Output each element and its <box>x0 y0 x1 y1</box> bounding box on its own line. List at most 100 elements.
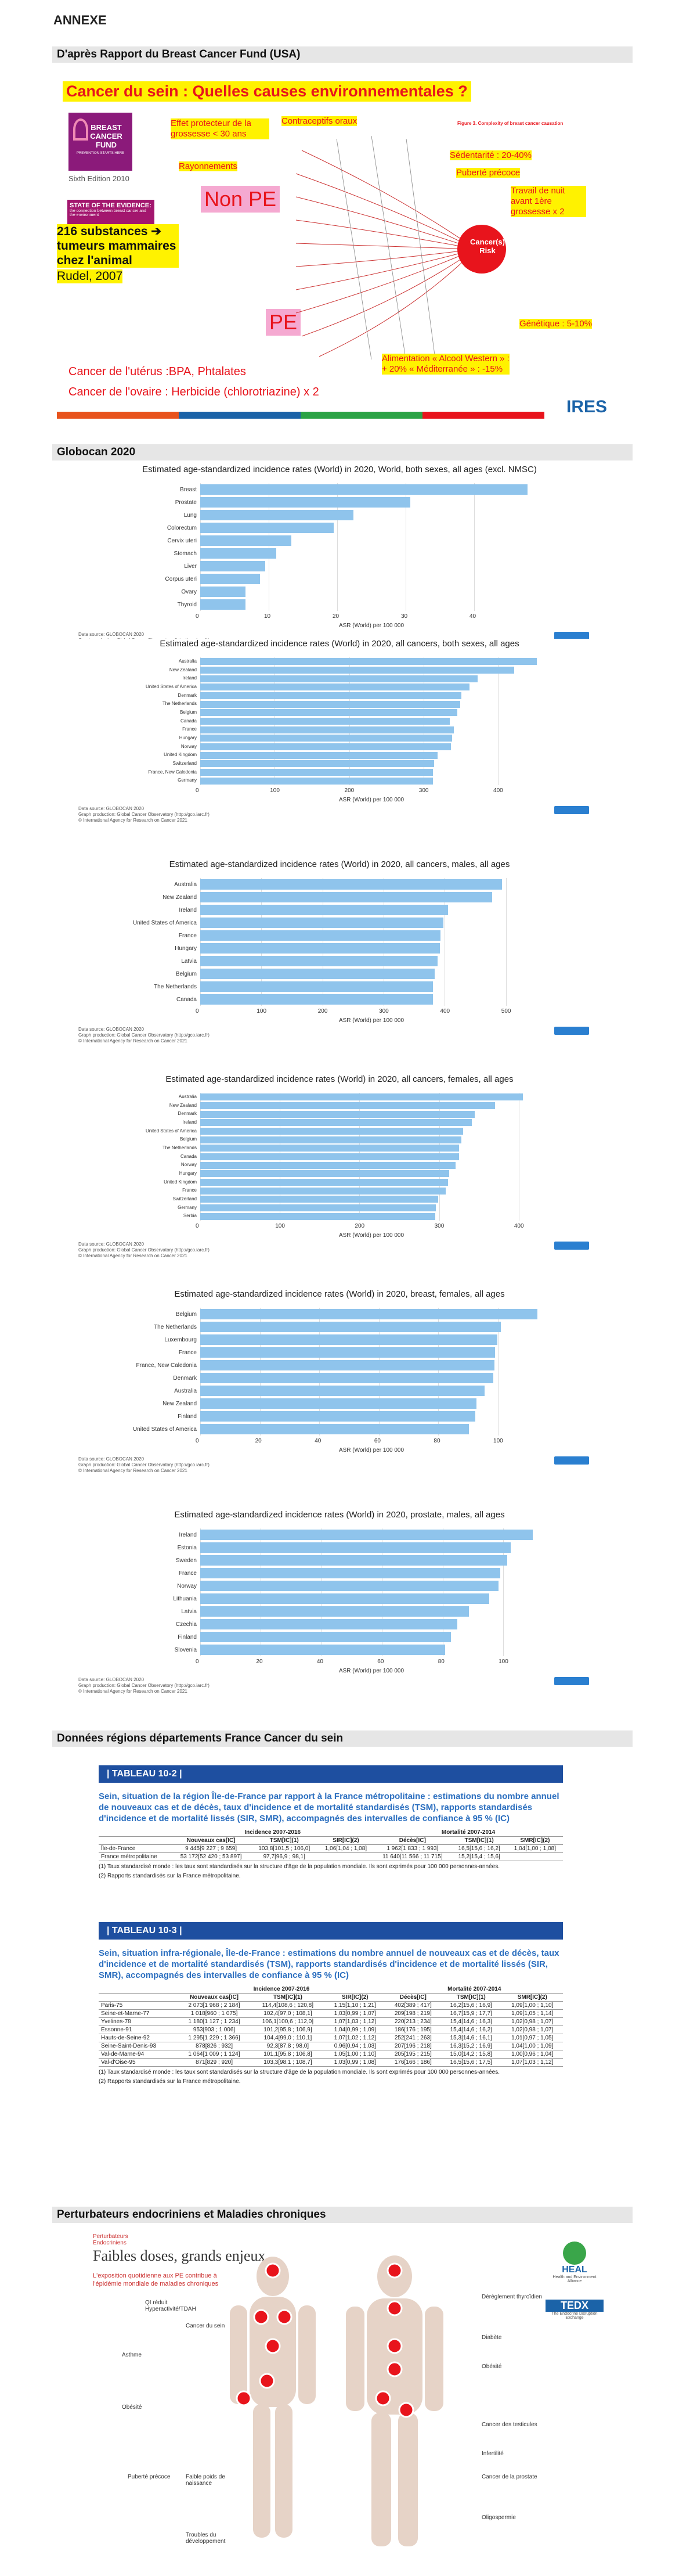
bar-category-label: United Kingdom <box>164 752 197 758</box>
poster-title: Cancer du sein : Quelles causes environn… <box>63 81 471 102</box>
pe-title: Faibles doses, grands enjeux <box>93 2247 266 2264</box>
label-travail: Travail de nuit avant 1ère grossesse x 2 <box>511 186 586 217</box>
label-uterus: Cancer de l'utérus :BPA, Phtalates <box>68 365 246 378</box>
bar <box>200 1424 469 1434</box>
table-column-header: SMR[IC](2) <box>501 1993 563 2002</box>
tbl2-blank <box>99 1985 178 1994</box>
x-tick-label: 40 <box>469 613 476 620</box>
chart-4: Estimated age-standardized incidence rat… <box>78 1289 601 1481</box>
bar <box>200 523 334 533</box>
table-cell: 103,3[98,1 ; 108,7] <box>251 2058 325 2067</box>
bar <box>200 1136 462 1143</box>
gridline <box>319 1308 320 1435</box>
chart-title: Estimated age-standardized incidence rat… <box>174 1289 505 1299</box>
heal-sub: Health and Environment Alliance <box>552 2275 597 2283</box>
bar <box>200 918 444 928</box>
chart-title: Estimated age-standardized incidence rat… <box>165 1074 514 1084</box>
state-evidence-title: STATE OF THE EVIDENCE: <box>70 202 151 209</box>
strip-orange <box>57 412 179 419</box>
bar <box>200 1411 476 1422</box>
bar-category-label: Australia <box>178 658 197 664</box>
bar <box>200 1204 436 1211</box>
bar-category-label: France <box>182 726 197 732</box>
table-cell: 1,04[1,00 ; 1,09] <box>501 2042 563 2050</box>
bar <box>200 1360 495 1370</box>
gridline <box>503 1528 504 1656</box>
table-column-header: Nouveaux cas[IC] <box>171 1836 251 1845</box>
table-cell: 878[826 ; 932] <box>177 2042 251 2050</box>
figure-caption: Figure 3. Complexity of breast cancer ca… <box>457 121 564 126</box>
chart-title: Estimated age-standardized incidence rat… <box>174 1510 505 1520</box>
table-cell: 15,2[15,4 ; 15,6] <box>451 1852 507 1861</box>
bar <box>200 497 411 508</box>
x-tick-label: 80 <box>434 1438 440 1444</box>
chart-3: Estimated age-standardized incidence rat… <box>78 1074 601 1266</box>
table-column-header: SIR[IC](2) <box>317 1836 374 1845</box>
bar <box>200 561 266 571</box>
x-tick-label: 400 <box>440 1008 450 1014</box>
label-sedentarite: Sédentarité : 20-40% <box>450 150 532 160</box>
bar <box>200 1170 450 1178</box>
x-axis-label: ASR (World) per 100 000 <box>338 623 404 629</box>
x-tick-label: 100 <box>275 1223 285 1229</box>
table-cell: France métropolitaine <box>99 1852 172 1861</box>
bar <box>200 1568 500 1578</box>
label-contraceptifs: Contraceptifs oraux <box>281 116 357 126</box>
bar <box>200 1619 457 1629</box>
table-row: Seine-Saint-Denis-93 878[826 ; 932] 92,3[8… <box>99 2042 563 2050</box>
bar <box>200 510 354 520</box>
who-iarc-logo <box>554 1027 589 1035</box>
table-cell: 16,2[15,6 ; 16,9] <box>440 2001 502 2010</box>
table-cell: 1 962[1 833 ; 1 993] <box>374 1844 452 1853</box>
table-column-header <box>99 1993 178 2002</box>
x-tick-label: 0 <box>196 787 199 794</box>
bar-category-label: Lithuania <box>173 1595 197 1602</box>
footnote-line: Data source: GLOBOCAN 2020 <box>78 632 144 637</box>
bar-category-label: Ireland <box>182 675 197 681</box>
tbl2-group1: Incidence 2007-2016 <box>177 1985 386 1994</box>
table-cell: 176[166 ; 186] <box>385 2058 441 2067</box>
table-column-header: TSM[IC](1) <box>251 1993 325 2002</box>
table-cell: 1,03[0,99 ; 1,08] <box>324 2058 386 2067</box>
chart-1: Estimated age-standardized incidence rat… <box>78 639 601 830</box>
bar-category-label: France <box>178 1349 197 1356</box>
table-cell: 16,3[15,2 ; 16,9] <box>440 2042 502 2050</box>
bar <box>200 667 515 674</box>
x-tick-label: 10 <box>264 613 271 620</box>
bar <box>200 1606 469 1617</box>
gridline <box>438 1308 439 1435</box>
bar <box>200 1161 456 1169</box>
bar <box>200 484 528 495</box>
bar-category-label: Lung <box>183 512 197 519</box>
bar-category-label: Norway <box>177 1582 197 1589</box>
x-tick-label: 60 <box>377 1658 384 1665</box>
table-cell: 1,03[0,99 ; 1,07] <box>324 2009 386 2018</box>
bar <box>200 599 245 610</box>
table-cell: 15,4[14,6 ; 16,2] <box>440 2025 502 2034</box>
bar-category-label: Hungary <box>179 1170 197 1176</box>
causation-diagram <box>295 135 506 363</box>
bar <box>200 751 438 759</box>
table-cell: 1,07[1,02 ; 1,12] <box>324 2034 386 2042</box>
bar-category-label: France, New Caledonia <box>148 769 197 775</box>
gridline <box>474 483 475 611</box>
breast-cancer-fund-logo: BREAST CANCER FUND PREVENTION STARTS HER… <box>68 113 132 171</box>
bar-category-label: Colorectum <box>167 524 197 531</box>
bar-category-label: United Kingdom <box>164 1179 197 1185</box>
table-cell: 11 640[11 566 ; 11 715] <box>374 1852 452 1861</box>
bar <box>200 943 440 954</box>
bar-category-label: Finland <box>178 1413 197 1420</box>
ribbon-icon <box>73 118 88 141</box>
bar <box>200 892 492 902</box>
x-tick-label: 200 <box>344 787 355 794</box>
bar <box>200 1119 472 1127</box>
footnote-line: Data source: GLOBOCAN 2020 <box>78 1677 144 1682</box>
logo-line-2: CANCER <box>90 132 122 141</box>
bar <box>200 1309 537 1319</box>
bar <box>200 700 460 708</box>
table-cell: 220[213 ; 234] <box>385 2017 441 2026</box>
pe-label-left: Obésité <box>122 2404 142 2410</box>
table-cell: 1,00[0,96 ; 1,04] <box>501 2050 563 2059</box>
bar <box>200 1386 485 1396</box>
